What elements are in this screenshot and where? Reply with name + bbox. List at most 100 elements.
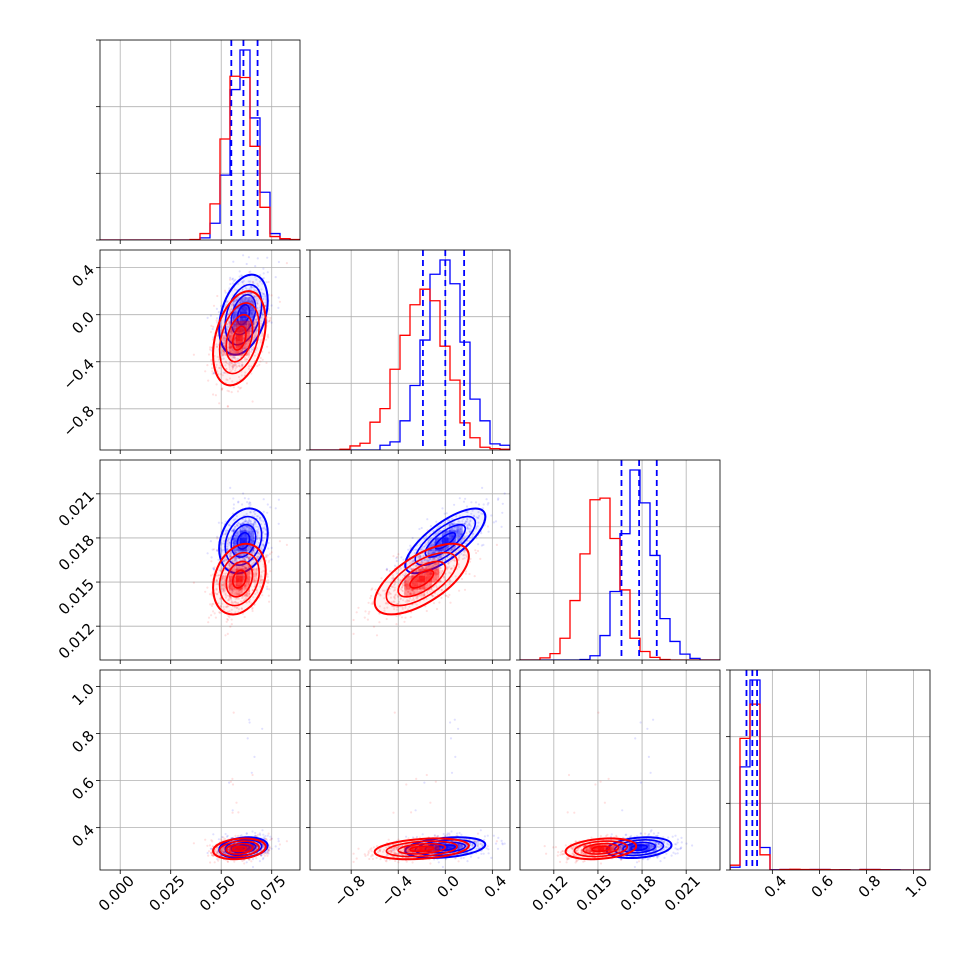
scatter-point — [257, 541, 260, 544]
scatter-point — [259, 356, 262, 360]
scatter-point — [255, 572, 258, 576]
scatter-point — [218, 569, 222, 572]
scatter-point — [468, 572, 471, 576]
scatter-point — [262, 267, 265, 270]
scatter-point — [248, 592, 251, 595]
scatter-point — [238, 387, 241, 390]
scatter-point — [418, 527, 421, 531]
scatter-point — [421, 560, 424, 563]
scatter-point — [232, 507, 235, 510]
scatter-point — [416, 596, 419, 600]
scatter-point — [255, 278, 258, 281]
scatter-point — [453, 545, 456, 549]
scatter-point — [237, 589, 241, 592]
scatter-point — [223, 344, 226, 348]
scatter-point — [244, 559, 247, 562]
scatter-point — [231, 278, 234, 281]
scatter-point — [402, 584, 405, 587]
scatter-point — [267, 541, 270, 545]
scatter-point — [211, 363, 214, 366]
scatter-point — [244, 593, 247, 596]
scatter-point — [225, 620, 228, 623]
scatter-point — [222, 584, 225, 587]
scatter-point — [432, 577, 435, 580]
scatter-point — [404, 616, 407, 619]
contour-level-4 — [212, 290, 267, 387]
scatter-point — [427, 552, 430, 555]
scatter-point — [265, 554, 268, 557]
scatter-point — [430, 543, 433, 546]
scatter-point — [229, 282, 232, 286]
scatter-point — [285, 543, 288, 547]
scatter-point — [462, 538, 465, 541]
scatter-point — [237, 307, 240, 310]
scatter-point — [517, 501, 519, 503]
scatter-point — [247, 582, 250, 586]
scatter-point — [222, 588, 225, 591]
scatter-point — [215, 548, 218, 552]
scatter-point — [453, 559, 456, 562]
scatter-point — [220, 583, 223, 586]
scatter-point — [396, 572, 399, 575]
scatter-point — [422, 554, 425, 557]
scatter-point — [252, 322, 255, 325]
scatter-point — [396, 608, 399, 611]
scatter-point — [256, 557, 259, 560]
density-cell — [235, 582, 243, 590]
scatter-point — [234, 363, 237, 366]
scatter-point — [243, 356, 247, 359]
scatter-point — [422, 559, 425, 562]
scatter-point — [243, 527, 246, 530]
scatter-point — [477, 510, 480, 514]
scatter-point — [262, 292, 265, 296]
scatter-point — [219, 324, 223, 328]
scatter-point — [260, 519, 263, 522]
density-cell — [411, 589, 419, 597]
panel-frame — [99, 249, 301, 451]
scatter-point — [256, 302, 259, 306]
density-cell — [411, 582, 419, 590]
scatter-point — [248, 300, 251, 303]
scatter-point — [224, 559, 228, 562]
scatter-point — [427, 564, 430, 568]
histogram-step-0 — [520, 469, 720, 660]
scatter-point — [253, 579, 256, 583]
scatter-point — [401, 590, 405, 593]
scatter-point — [400, 556, 403, 559]
scatter-point — [371, 587, 374, 590]
scatter-point — [371, 601, 374, 604]
scatter-point — [243, 616, 246, 619]
scatter-point — [503, 492, 506, 495]
scatter-point — [230, 600, 233, 603]
scatter-point — [417, 555, 420, 559]
scatter-point — [251, 588, 254, 592]
scatter-point — [245, 342, 248, 345]
scatter-point — [256, 535, 259, 538]
scatter-point — [419, 555, 422, 558]
scatter-point — [237, 557, 240, 560]
scatter-point — [216, 537, 219, 540]
scatter-point — [464, 520, 468, 523]
density-cell — [411, 568, 419, 576]
scatter-point — [249, 503, 252, 506]
scatter-point — [451, 527, 454, 530]
scatter-point — [448, 571, 451, 574]
scatter-point — [233, 356, 236, 359]
scatter-point — [231, 348, 234, 351]
scatter-point — [402, 558, 405, 561]
scatter-point — [216, 574, 219, 577]
scatter-point — [248, 291, 251, 295]
density-cell — [232, 297, 240, 305]
scatter-point — [240, 607, 243, 610]
scatter-point — [469, 520, 472, 523]
density-cell — [432, 561, 440, 569]
scatter-point — [228, 321, 231, 324]
scatter-point — [256, 533, 259, 536]
scatter-point — [247, 590, 250, 593]
scatter-point — [443, 521, 446, 524]
scatter-point — [232, 356, 235, 359]
scatter-point — [210, 324, 213, 327]
scatter-point — [249, 280, 252, 283]
scatter-point — [219, 597, 222, 600]
